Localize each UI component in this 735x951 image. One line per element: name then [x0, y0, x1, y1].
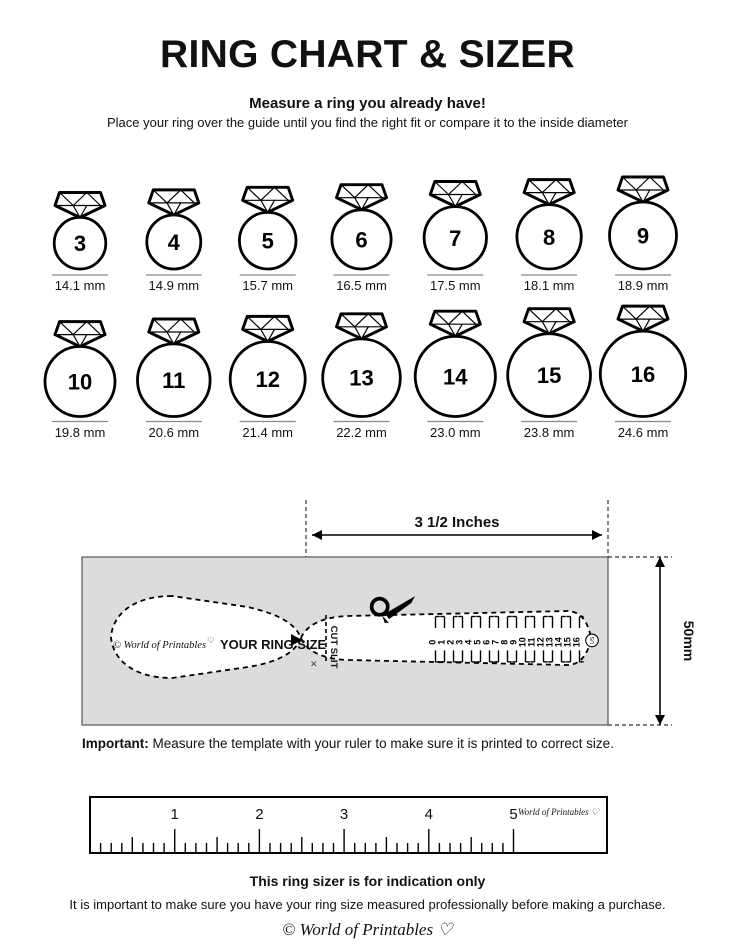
svg-text:21.4 mm: 21.4 mm — [242, 425, 293, 440]
svg-text:23.8 mm: 23.8 mm — [524, 425, 575, 440]
svg-text:7: 7 — [449, 226, 461, 251]
svg-text:♡: ♡ — [207, 635, 215, 645]
svg-text:4: 4 — [168, 230, 181, 255]
svg-text:✕: ✕ — [310, 659, 318, 669]
svg-text:18.1 mm: 18.1 mm — [524, 278, 575, 293]
svg-text:50mm: 50mm — [681, 621, 697, 661]
svg-text:14.9 mm: 14.9 mm — [149, 278, 200, 293]
svg-text:24.6 mm: 24.6 mm — [618, 425, 669, 440]
svg-text:Important: Measure the templat: Important: Measure the template with you… — [82, 736, 614, 751]
svg-text:14: 14 — [443, 364, 468, 389]
svg-text:15.7 mm: 15.7 mm — [242, 278, 293, 293]
svg-text:3: 3 — [340, 806, 348, 823]
svg-text:© World of Printables: © World of Printables — [113, 640, 206, 651]
svg-text:14.1 mm: 14.1 mm — [55, 278, 106, 293]
svg-text:1: 1 — [171, 806, 179, 823]
svg-text:CUT SLIT: CUT SLIT — [328, 626, 339, 669]
svg-text:13: 13 — [349, 366, 373, 391]
svg-text:11: 11 — [162, 368, 185, 393]
svg-text:19.8 mm: 19.8 mm — [55, 425, 106, 440]
svg-text:17.5 mm: 17.5 mm — [430, 278, 481, 293]
svg-text:6: 6 — [355, 227, 367, 252]
svg-text:9: 9 — [637, 224, 649, 249]
svg-text:12: 12 — [255, 367, 279, 392]
svg-text:World of Printables ♡: World of Printables ♡ — [518, 807, 600, 817]
svg-text:18.9 mm: 18.9 mm — [618, 278, 669, 293]
svg-text:US: US — [590, 636, 596, 644]
svg-text:4: 4 — [425, 806, 433, 823]
svg-text:16.5 mm: 16.5 mm — [336, 278, 387, 293]
svg-text:2: 2 — [255, 806, 263, 823]
svg-text:10: 10 — [68, 370, 92, 395]
svg-text:5: 5 — [509, 806, 517, 823]
svg-text:16: 16 — [631, 362, 655, 387]
svg-text:22.2 mm: 22.2 mm — [336, 425, 387, 440]
svg-text:16: 16 — [572, 637, 582, 647]
svg-text:20.6 mm: 20.6 mm — [149, 425, 200, 440]
svg-text:5: 5 — [262, 229, 274, 254]
svg-text:23.0 mm: 23.0 mm — [430, 425, 481, 440]
svg-text:3 1/2 Inches: 3 1/2 Inches — [414, 514, 499, 531]
svg-text:15: 15 — [537, 363, 561, 388]
svg-text:3: 3 — [74, 231, 86, 256]
svg-text:8: 8 — [543, 225, 555, 250]
svg-text:YOUR RING SIZE: YOUR RING SIZE — [220, 637, 327, 652]
